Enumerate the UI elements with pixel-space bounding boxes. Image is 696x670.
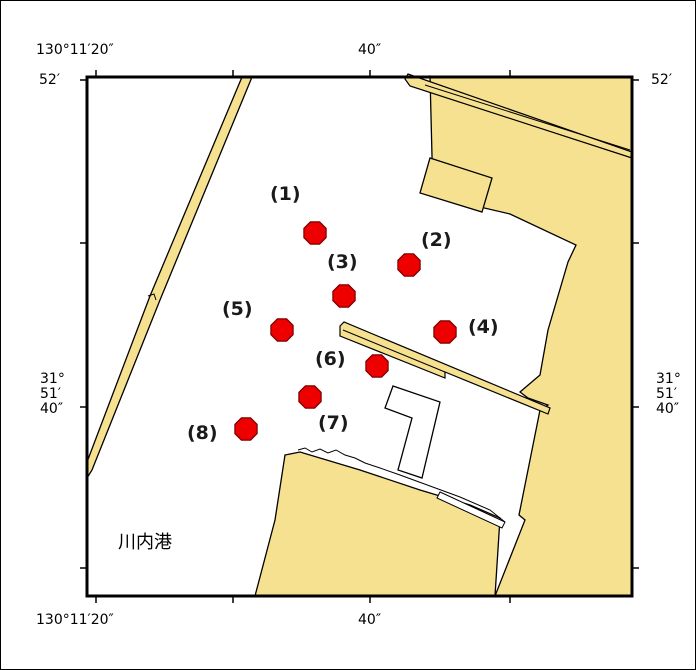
tick-marks — [80, 70, 639, 603]
station-marker-6-icon — [365, 354, 389, 378]
place-name-label: 川内港 — [118, 532, 172, 553]
south-quay-pier — [436, 491, 506, 529]
pier-block — [384, 385, 441, 479]
station-label-4: (4) — [468, 316, 499, 338]
top-lon-left-label: 130°11′20″ — [36, 42, 114, 58]
station-label-2: (2) — [421, 229, 452, 251]
breakwater-line — [424, 84, 631, 151]
right-lat-top-label: 52′ — [651, 72, 672, 88]
land-inner-basin — [419, 157, 493, 213]
station-marker-8-icon — [234, 417, 258, 441]
south-quay-edge — [297, 447, 506, 523]
station-marker-4-icon — [433, 320, 457, 344]
station-label-8: (8) — [187, 422, 218, 444]
bottom-lon-mid-label: 40″ — [358, 612, 382, 628]
station-marker-3-icon — [332, 284, 356, 308]
station-label-1: (1) — [270, 183, 301, 205]
land-west-breakwater — [86, 76, 253, 481]
left-lat-mid-label: 31° 51′ 40″ — [40, 371, 65, 417]
station-label-3: (3) — [327, 251, 358, 273]
station-label-7: (7) — [318, 412, 349, 434]
station-marker-1-icon — [303, 221, 327, 245]
station-marker-5-icon — [270, 318, 294, 342]
station-marker-7-icon — [298, 385, 322, 409]
west-breakwater-notch — [147, 293, 157, 301]
land-south-quay — [254, 451, 501, 597]
station-label-6: (6) — [315, 348, 346, 370]
left-lat-top-label: 52′ — [39, 72, 60, 88]
station-label-5: (5) — [222, 298, 253, 320]
top-lon-mid-label: 40″ — [358, 42, 382, 58]
right-lat-mid-label: 31° 51′ 40″ — [656, 371, 681, 417]
station-markers — [234, 221, 457, 441]
map-border — [85, 75, 634, 598]
land-central-jetty — [339, 321, 551, 415]
jetty-line — [342, 329, 446, 373]
bottom-lon-left-label: 130°11′20″ — [36, 612, 114, 628]
station-marker-2-icon — [397, 253, 421, 277]
